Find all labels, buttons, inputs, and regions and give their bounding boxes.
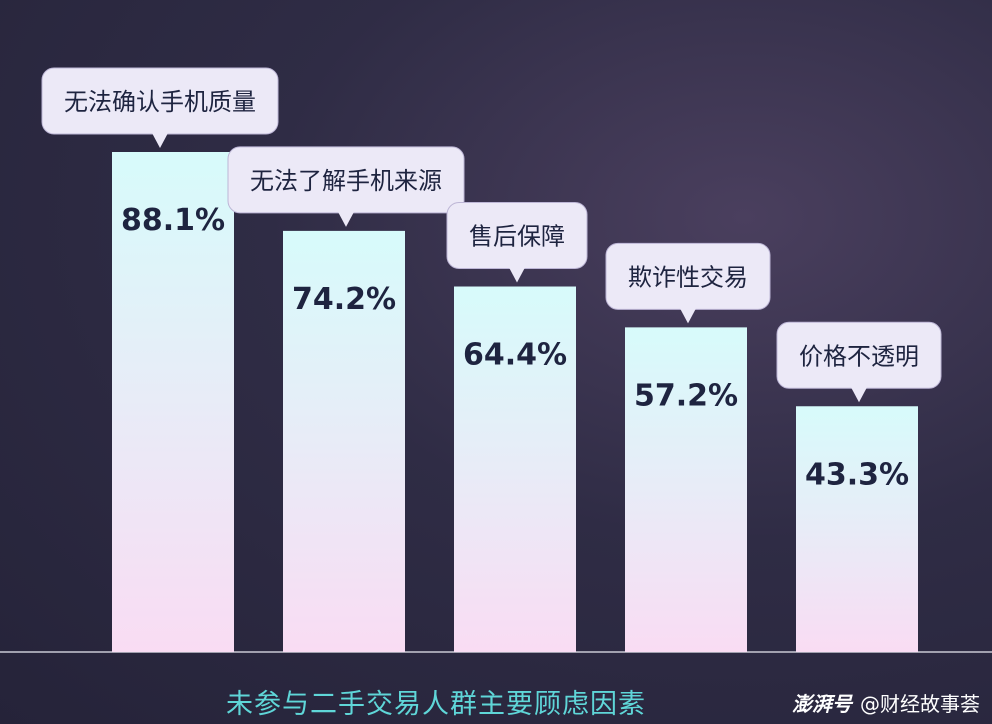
- category-label-5: 价格不透明: [799, 342, 919, 370]
- chart-title: 未参与二手交易人群主要顾虑因素: [226, 689, 646, 720]
- bubble-pointer: [509, 267, 525, 283]
- bar-value-label-1: 88.1%: [121, 203, 225, 238]
- category-bubble-2: 无法了解手机来源: [227, 146, 465, 227]
- category-bubble-5: 价格不透明: [776, 321, 942, 403]
- bar-5: [796, 406, 918, 652]
- watermark-account: @财经故事荟: [860, 692, 980, 716]
- category-label-4: 欺诈性交易: [628, 263, 748, 291]
- bubble-pointer: [680, 308, 696, 324]
- category-bubble-3: 售后保障: [446, 202, 588, 283]
- bar-2: [283, 230, 405, 652]
- bar-1: [112, 152, 234, 652]
- category-label-1: 无法确认手机质量: [64, 88, 256, 116]
- bar-3: [454, 286, 576, 652]
- bar-value-label-5: 43.3%: [805, 457, 909, 492]
- category-label-3: 售后保障: [469, 223, 565, 251]
- bubble-pointer: [851, 387, 867, 403]
- watermark: 澎湃号 @财经故事荟: [792, 688, 980, 717]
- bar-value-label-4: 57.2%: [634, 378, 738, 413]
- bar-4: [625, 327, 747, 652]
- bubble-pointer: [152, 133, 168, 148]
- bubble-pointer: [338, 211, 354, 227]
- bar-value-label-2: 74.2%: [292, 282, 396, 317]
- watermark-logo: 澎湃号: [792, 692, 852, 716]
- category-bubble-4: 欺诈性交易: [605, 242, 771, 324]
- category-label-2: 无法了解手机来源: [250, 167, 442, 195]
- category-bubble-1: 无法确认手机质量: [41, 67, 279, 148]
- bar-chart: 88.1% 无法确认手机质量 74.2% 无法了解手机来源 64.4% 售后保障 57.2%…: [0, 67, 992, 653]
- bar-value-label-3: 64.4%: [463, 338, 567, 373]
